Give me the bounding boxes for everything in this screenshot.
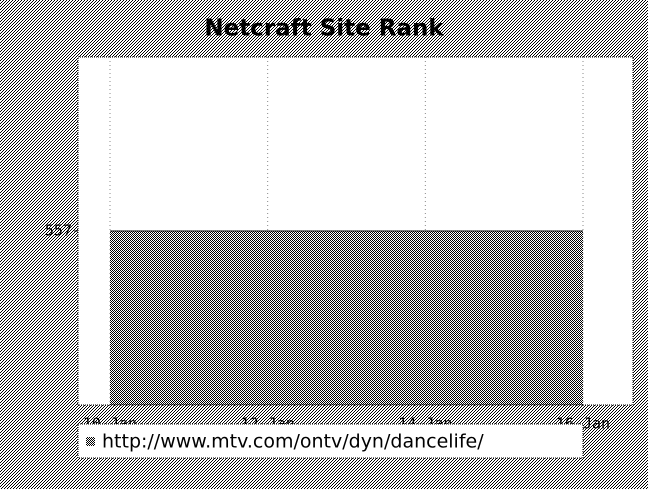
chart-title: Netcraft Site Rank xyxy=(204,16,444,42)
plot-border xyxy=(77,56,634,406)
area xyxy=(110,231,583,405)
legend xyxy=(77,423,584,459)
y-tick-label: 557 xyxy=(45,222,72,240)
legend-label: http://www.mtv.com/ontv/dyn/dancelife/ xyxy=(102,431,484,453)
legend-swatch xyxy=(86,437,95,446)
